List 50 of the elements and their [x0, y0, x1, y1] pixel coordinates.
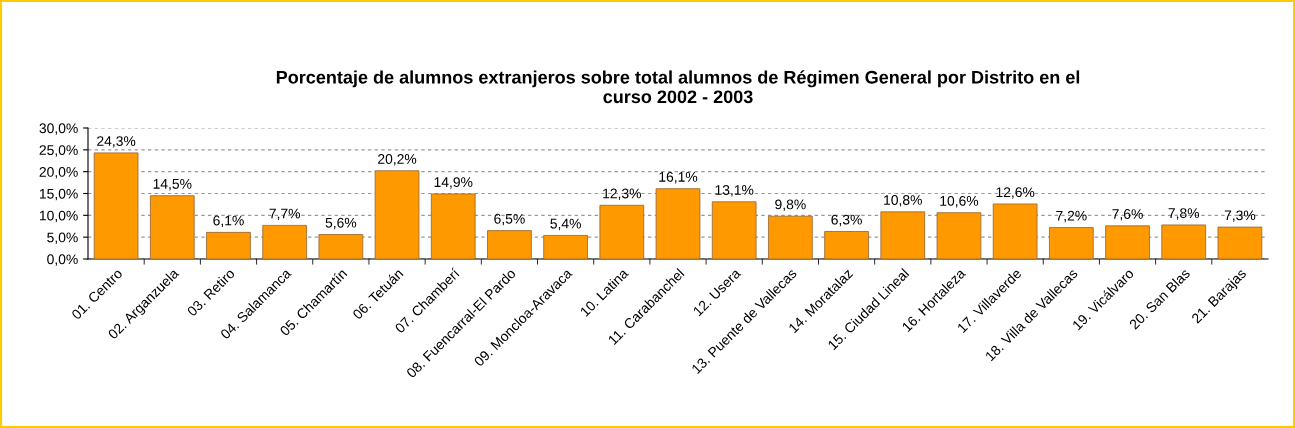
y-tick-label: 20,0% [39, 167, 78, 179]
bar [430, 193, 476, 259]
bar [1105, 225, 1150, 259]
bar [1161, 224, 1207, 259]
bar [1217, 226, 1263, 259]
data-label: 7,7% [269, 208, 300, 221]
data-label: 12,3% [603, 188, 642, 201]
data-label: 5,6% [325, 217, 357, 230]
bar [599, 204, 645, 259]
data-label: 6,5% [494, 213, 525, 226]
data-label: 16,1% [659, 171, 698, 184]
bar [543, 235, 588, 259]
y-tick-label: 15,0% [39, 188, 78, 201]
data-label: 24,3% [97, 136, 136, 148]
data-label: 5,4% [550, 218, 581, 231]
data-label: 7,2% [1056, 210, 1087, 223]
data-label: 7,3% [1224, 210, 1256, 222]
bar [149, 195, 195, 259]
bar [374, 170, 420, 259]
bar [318, 234, 364, 259]
data-label: 12,6% [996, 187, 1035, 199]
y-tick-label: 5,0% [47, 232, 78, 244]
y-tick-label: 30,0% [39, 123, 78, 135]
bar [824, 231, 869, 259]
bar [655, 188, 701, 259]
data-label: 10,6% [940, 195, 979, 208]
y-tick-label: 25,0% [39, 145, 78, 157]
data-label: 6,3% [831, 214, 862, 227]
data-label: 20,2% [378, 154, 417, 166]
y-tick-label: 10,0% [39, 210, 78, 223]
data-label: 13,1% [715, 185, 754, 197]
bar [206, 231, 251, 259]
bar [487, 230, 532, 259]
data-label: 10,8% [884, 195, 922, 207]
data-label: 14,9% [434, 177, 473, 189]
data-label: 9,8% [775, 199, 806, 211]
y-tick-label: 0,0% [47, 254, 78, 266]
data-label: 6,1% [213, 215, 244, 228]
bar [93, 152, 139, 259]
data-label: 14,5% [153, 179, 192, 191]
bar [936, 212, 982, 259]
bar [768, 215, 813, 259]
bar [880, 211, 926, 259]
data-label: 7,8% [1168, 208, 1200, 220]
bar [711, 201, 757, 259]
bar [992, 203, 1038, 259]
bar [1049, 227, 1094, 259]
bar [262, 224, 307, 259]
data-label: 7,6% [1112, 209, 1143, 221]
chart-title: Porcentaje de alumnos extranjeros sobre total alumnos de Régimen General por Distrito en el curso 2002 - 2003 [276, 70, 1080, 104]
